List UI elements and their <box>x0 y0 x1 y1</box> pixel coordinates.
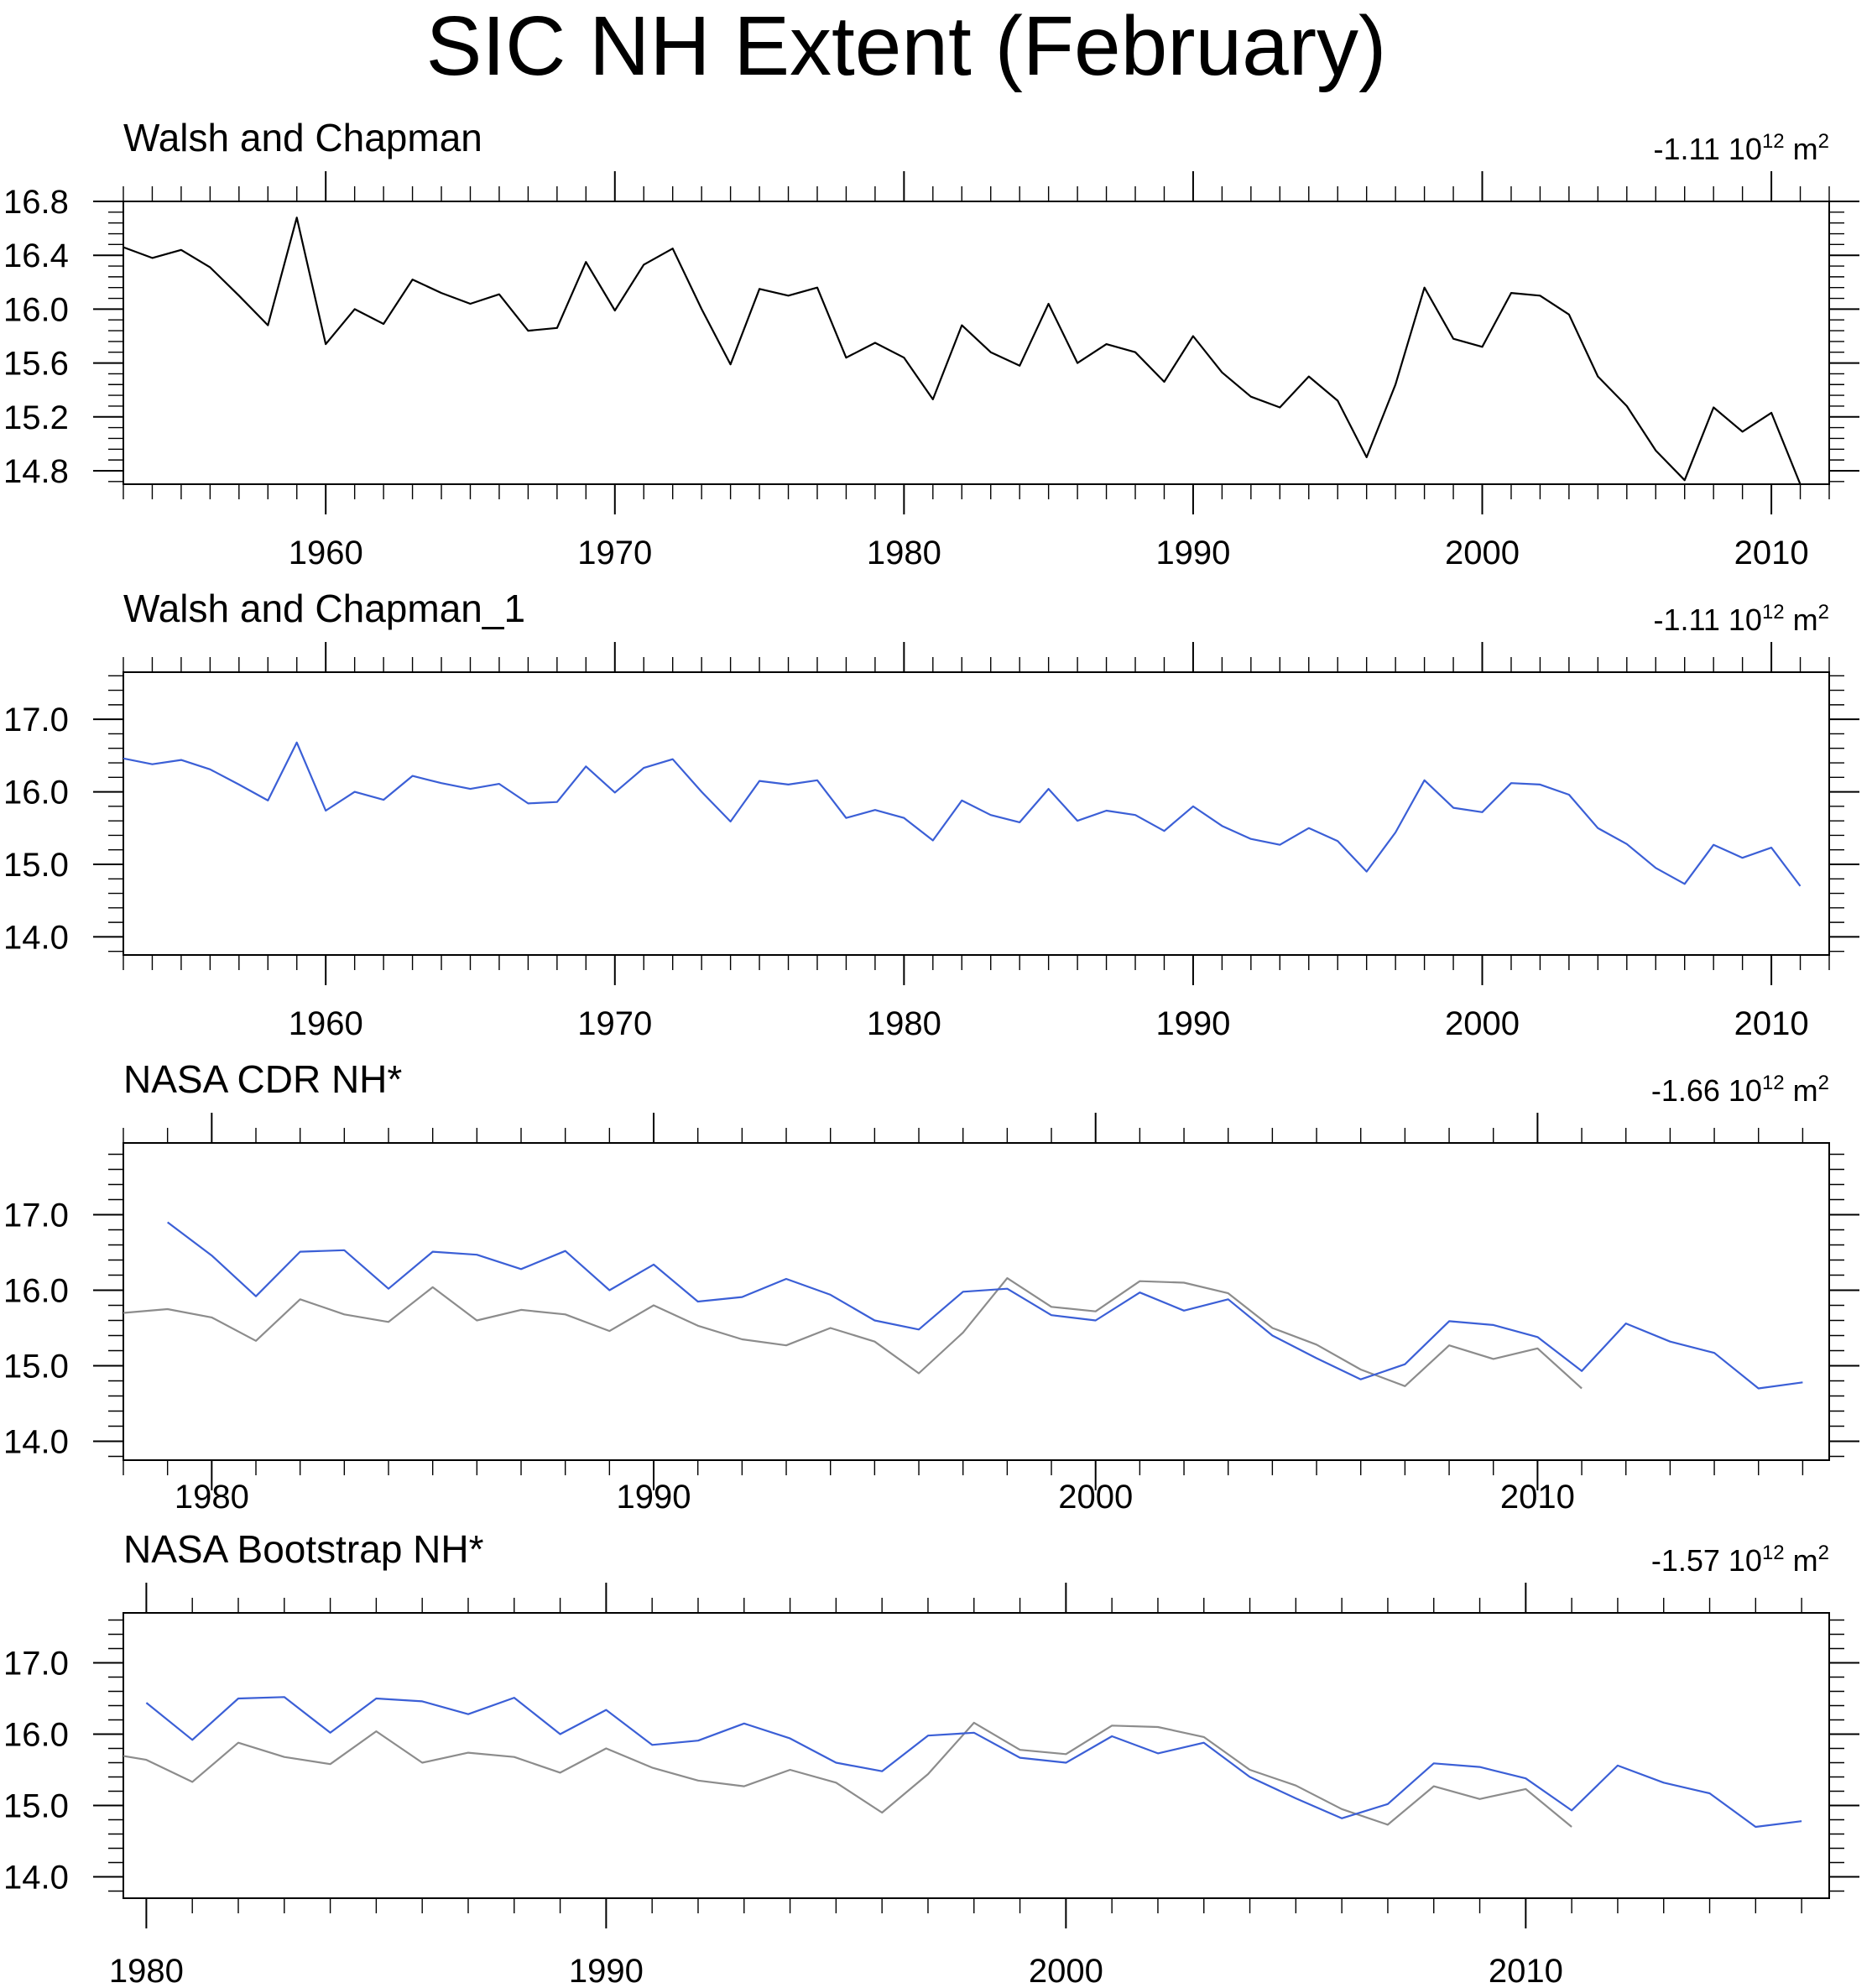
plot-frame <box>123 1612 1830 1899</box>
y-tick-label: 16.0 <box>3 1273 69 1310</box>
series-line-walsh-and-chapman <box>123 1721 1572 1828</box>
y-tick-label: 14.0 <box>3 1424 69 1461</box>
series-line-walsh-and-chapman <box>123 1276 1583 1390</box>
x-tick-label: 1990 <box>1155 535 1230 571</box>
panel-4: NASA Bootstrap NH* -1.57 1012 m2 1980 1990 2… <box>3 1527 1859 1988</box>
panel-title: Walsh and Chapman <box>123 116 482 159</box>
x-tick-label: 2000 <box>1029 1953 1103 1988</box>
trend-label: -1.11 1012 m2 <box>1654 130 1830 166</box>
y-tick-label: 14.8 <box>3 453 69 490</box>
y-tick-label: 14.0 <box>3 1860 69 1897</box>
x-tick-label: 2010 <box>1734 1005 1809 1042</box>
y-tick-label: 17.0 <box>3 1197 69 1234</box>
y-tick-label: 15.0 <box>3 1349 69 1385</box>
panel-2: Walsh and Chapman_1 -1.11 1012 m2 1960 1970… <box>3 587 1859 1042</box>
series-line-nasa-bootstrap-nh <box>145 1696 1802 1829</box>
y-tick-label: 17.0 <box>3 1646 69 1683</box>
y-tick-label: 15.2 <box>3 399 69 436</box>
plot-frame <box>123 201 1830 485</box>
series-line-walsh-and-chapman <box>123 217 1802 484</box>
plot-frame <box>123 1142 1830 1461</box>
x-tick-label: 1990 <box>617 1479 691 1516</box>
y-tick-label: 16.8 <box>3 184 69 221</box>
y-tick-label: 14.0 <box>3 919 69 956</box>
trend-label: -1.11 1012 m2 <box>1654 601 1830 637</box>
panel-1: Walsh and Chapman -1.11 1012 m2 1960 1970 19… <box>3 116 1859 571</box>
figure-title: SIC NH Extent (February) <box>425 0 1387 93</box>
panel-title: Walsh and Chapman_1 <box>123 587 525 630</box>
x-tick-label: 1980 <box>109 1953 184 1988</box>
y-tick-label: 17.0 <box>3 702 69 738</box>
y-tick-label: 16.0 <box>3 1717 69 1754</box>
y-tick-label: 16.0 <box>3 775 69 811</box>
panel-title: NASA CDR NH* <box>123 1057 402 1101</box>
x-tick-label: 1970 <box>577 1005 652 1042</box>
plot-frame <box>123 671 1830 956</box>
x-tick-label: 1980 <box>867 535 941 571</box>
x-tick-label: 2010 <box>1500 1479 1575 1516</box>
x-tick-label: 2000 <box>1445 1005 1520 1042</box>
y-tick-label: 15.6 <box>3 346 69 383</box>
series-line-nasa-cdr-nh <box>167 1221 1803 1390</box>
x-tick-label: 2000 <box>1058 1479 1133 1516</box>
x-tick-label: 2010 <box>1734 535 1809 571</box>
trend-label: -1.57 1012 m2 <box>1651 1542 1829 1578</box>
x-tick-label: 2010 <box>1489 1953 1563 1988</box>
x-tick-label: 1970 <box>577 535 652 571</box>
y-tick-label: 16.0 <box>3 291 69 328</box>
x-tick-label: 1960 <box>289 1005 363 1042</box>
x-tick-label: 2000 <box>1445 535 1520 571</box>
x-tick-label: 1990 <box>569 1953 644 1988</box>
y-tick-label: 15.0 <box>3 847 69 884</box>
series-line-walsh-and-chapman-1 <box>123 741 1802 887</box>
x-tick-label: 1980 <box>867 1005 941 1042</box>
trend-label: -1.66 1012 m2 <box>1651 1072 1829 1108</box>
x-tick-label: 1960 <box>289 535 363 571</box>
y-tick-label: 16.4 <box>3 237 69 274</box>
panel-title: NASA Bootstrap NH* <box>123 1527 484 1571</box>
x-tick-label: 1990 <box>1155 1005 1230 1042</box>
y-tick-label: 15.0 <box>3 1788 69 1825</box>
x-tick-label: 1980 <box>175 1479 249 1516</box>
panel-3: NASA CDR NH* -1.66 1012 m2 1980 1990 2000 201… <box>3 1057 1859 1516</box>
